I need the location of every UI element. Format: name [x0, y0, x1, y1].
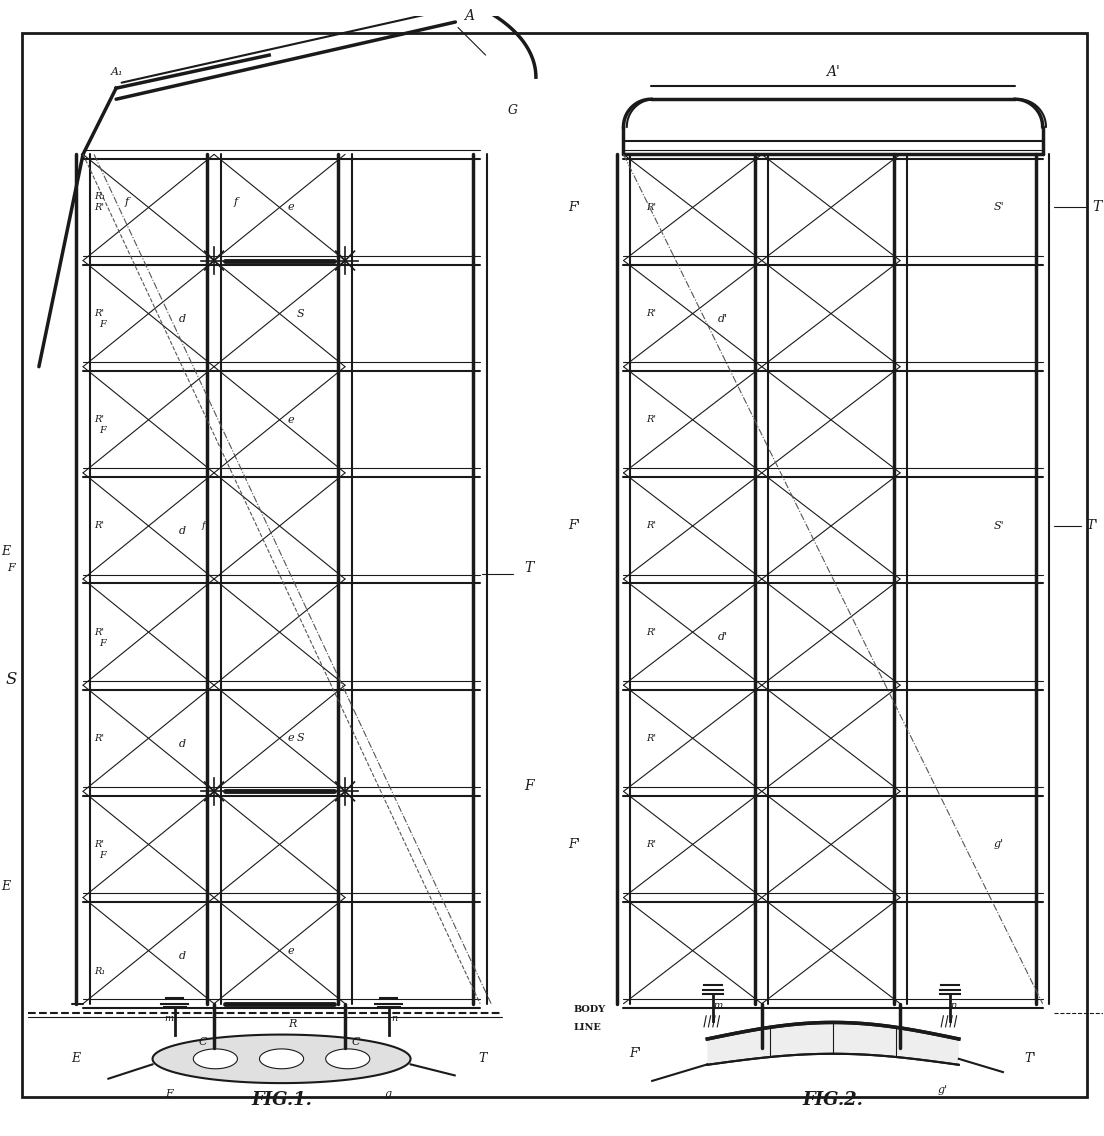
Text: R': R': [95, 416, 105, 424]
Text: BODY: BODY: [574, 1004, 606, 1013]
Text: d: d: [179, 738, 185, 749]
Text: F': F': [567, 519, 580, 533]
Text: d: d: [179, 314, 185, 324]
Text: C: C: [199, 1037, 208, 1047]
Text: A₁: A₁: [110, 67, 123, 76]
Text: R': R': [646, 416, 656, 424]
Text: R': R': [646, 203, 656, 212]
Text: m: m: [713, 1002, 723, 1010]
Text: d': d': [718, 633, 728, 643]
Text: S: S: [6, 671, 17, 688]
Text: R': R': [95, 203, 105, 212]
Text: e: e: [288, 945, 295, 955]
Polygon shape: [259, 1049, 304, 1069]
Text: R₁: R₁: [94, 968, 105, 976]
Text: S': S': [994, 202, 1004, 212]
Text: F': F': [567, 838, 580, 851]
Text: T': T': [1086, 519, 1098, 533]
Polygon shape: [152, 1035, 411, 1083]
Text: R': R': [646, 627, 656, 636]
Text: R': R': [95, 627, 105, 636]
Text: S: S: [297, 309, 305, 318]
Text: m: m: [164, 1013, 173, 1022]
Text: T: T: [524, 561, 533, 575]
Text: R': R': [646, 521, 656, 531]
Text: e: e: [288, 733, 295, 743]
Text: S': S': [994, 521, 1004, 531]
Text: R': R': [95, 309, 105, 318]
Text: FIG.2.: FIG.2.: [803, 1091, 863, 1109]
Text: F: F: [524, 779, 534, 793]
Text: F: F: [99, 638, 106, 648]
Text: R': R': [646, 840, 656, 849]
Text: T: T: [478, 1052, 487, 1066]
Text: T: T: [1092, 200, 1102, 215]
Text: F: F: [99, 426, 106, 435]
Text: A: A: [464, 9, 474, 24]
Polygon shape: [193, 1049, 237, 1069]
Polygon shape: [326, 1049, 370, 1069]
Text: n: n: [391, 1013, 397, 1022]
Text: F: F: [99, 320, 106, 329]
Text: R': R': [95, 521, 105, 531]
Text: R': R': [646, 734, 656, 743]
Text: g': g': [937, 1085, 947, 1095]
Text: f: f: [125, 198, 129, 207]
Text: F: F: [166, 1089, 173, 1100]
Text: S: S: [297, 733, 305, 743]
Polygon shape: [708, 1022, 958, 1064]
Text: C: C: [352, 1037, 360, 1047]
Text: F: F: [8, 563, 15, 573]
Text: e: e: [288, 202, 295, 212]
Text: LINE: LINE: [574, 1024, 602, 1033]
Text: T': T': [1025, 1052, 1037, 1066]
Text: G: G: [508, 103, 518, 117]
Text: d: d: [179, 526, 185, 536]
Text: E: E: [1, 545, 10, 558]
Text: FIG.1.: FIG.1.: [251, 1091, 312, 1109]
Text: f: f: [234, 198, 238, 207]
Text: F': F': [567, 201, 580, 214]
Text: R': R': [95, 734, 105, 743]
Text: A': A': [826, 65, 840, 78]
Text: e: e: [288, 415, 295, 425]
Text: E: E: [71, 1052, 79, 1066]
Text: d: d: [179, 951, 185, 961]
Text: F: F: [99, 851, 106, 860]
Text: R': R': [95, 840, 105, 849]
Text: R₁: R₁: [94, 192, 105, 201]
Text: f: f: [201, 521, 205, 531]
Text: g: g: [385, 1089, 392, 1100]
Text: d': d': [718, 314, 728, 324]
Text: E: E: [1, 880, 10, 893]
Text: F': F': [629, 1047, 641, 1060]
Text: R': R': [646, 309, 656, 318]
Text: n: n: [951, 1002, 956, 1010]
Text: g': g': [994, 840, 1004, 850]
Text: R: R: [288, 1019, 297, 1028]
